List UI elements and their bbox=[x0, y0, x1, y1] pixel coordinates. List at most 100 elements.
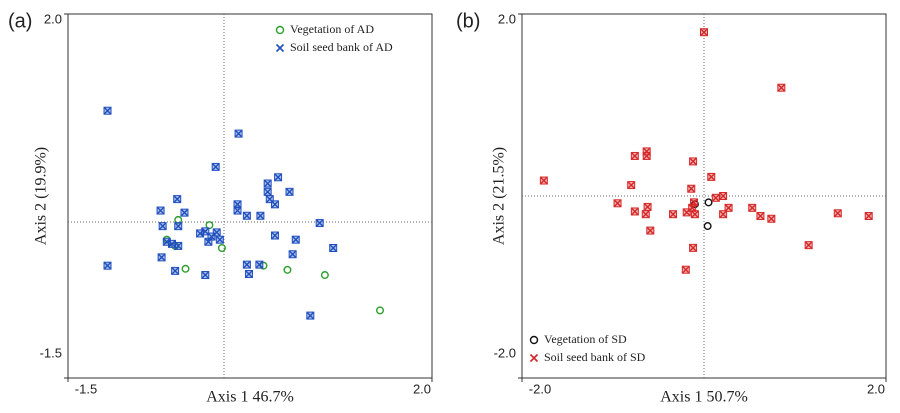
point bbox=[777, 83, 786, 92]
cross-marker bbox=[614, 199, 622, 207]
circle-marker bbox=[703, 222, 712, 231]
legend-marker bbox=[529, 353, 539, 363]
cross-marker bbox=[158, 253, 166, 261]
cross-marker bbox=[644, 203, 652, 211]
y-tick-label: 2.0 bbox=[498, 11, 516, 26]
cross-marker bbox=[234, 200, 242, 208]
legend-label: Vegetation of SD bbox=[544, 332, 627, 346]
cross-marker bbox=[180, 209, 188, 217]
x-tick-label: -2.0 bbox=[529, 381, 551, 396]
legend-marker bbox=[275, 25, 285, 35]
x-axis-title: Axis 1 46.7% bbox=[206, 389, 294, 406]
cross-marker bbox=[865, 212, 873, 220]
point bbox=[682, 208, 691, 217]
cross-marker bbox=[171, 267, 179, 275]
point bbox=[641, 210, 650, 219]
circle-marker bbox=[217, 243, 226, 252]
point bbox=[539, 176, 548, 185]
point bbox=[103, 106, 112, 115]
point bbox=[180, 208, 189, 217]
cross-marker bbox=[712, 194, 720, 202]
cross-marker bbox=[174, 242, 182, 250]
point bbox=[174, 241, 183, 250]
cross-marker bbox=[669, 210, 677, 218]
cross-marker bbox=[725, 204, 733, 212]
x-tick-label: 2.0 bbox=[867, 381, 885, 396]
point bbox=[804, 241, 813, 250]
legend-item: Vegetation of SD bbox=[529, 332, 627, 346]
point bbox=[233, 206, 242, 215]
point bbox=[690, 210, 699, 219]
point bbox=[719, 210, 728, 219]
point bbox=[320, 271, 329, 280]
circle-marker bbox=[283, 265, 292, 274]
point bbox=[242, 211, 251, 220]
point bbox=[274, 173, 283, 182]
point bbox=[315, 219, 324, 228]
cross-marker bbox=[643, 152, 651, 160]
cross-marker bbox=[274, 173, 282, 181]
point bbox=[255, 260, 264, 269]
legend-item: Vegetation of AD bbox=[275, 22, 374, 36]
cross-marker bbox=[306, 312, 314, 320]
point bbox=[703, 222, 712, 231]
point bbox=[157, 253, 166, 262]
circle-marker bbox=[181, 264, 190, 273]
cross-marker bbox=[157, 207, 165, 215]
cross-marker bbox=[264, 180, 272, 188]
cross-marker bbox=[631, 152, 639, 160]
cross-marker bbox=[159, 222, 167, 230]
cross-marker bbox=[687, 185, 695, 193]
point bbox=[756, 212, 765, 221]
point bbox=[181, 264, 190, 273]
point bbox=[687, 184, 696, 193]
point bbox=[212, 228, 221, 237]
cross-marker bbox=[256, 212, 264, 220]
point bbox=[211, 162, 220, 171]
cross-marker bbox=[689, 157, 697, 165]
point bbox=[767, 214, 776, 223]
y-axis-title: Axis 2 (21.5%) bbox=[491, 147, 508, 245]
y-tick-label: 2.0 bbox=[44, 11, 62, 26]
cross-marker bbox=[173, 195, 181, 203]
cross-marker bbox=[216, 236, 224, 244]
cross-marker bbox=[289, 250, 297, 258]
point bbox=[263, 187, 272, 196]
cross-marker bbox=[719, 210, 727, 218]
point bbox=[233, 200, 242, 209]
point bbox=[196, 229, 205, 238]
point bbox=[283, 265, 292, 274]
cross-marker bbox=[682, 266, 690, 274]
point bbox=[707, 172, 716, 181]
point bbox=[156, 206, 165, 215]
cross-marker bbox=[683, 208, 691, 216]
point bbox=[689, 243, 698, 252]
point bbox=[171, 266, 180, 275]
point bbox=[630, 151, 639, 160]
plot-frame bbox=[67, 13, 433, 379]
cross-marker bbox=[719, 192, 727, 200]
cross-marker bbox=[834, 209, 842, 217]
point bbox=[306, 311, 315, 320]
y-tick-label: -2.0 bbox=[494, 345, 516, 360]
cross-marker bbox=[700, 28, 708, 36]
cross-marker bbox=[756, 212, 764, 220]
cross-marker bbox=[689, 244, 697, 252]
point bbox=[174, 222, 183, 231]
point bbox=[376, 306, 385, 315]
cross-marker bbox=[243, 261, 251, 269]
cross-marker bbox=[642, 210, 650, 218]
cross-marker bbox=[196, 229, 204, 237]
cross-marker bbox=[777, 84, 785, 92]
cross-marker bbox=[707, 173, 715, 181]
point bbox=[242, 260, 251, 269]
cross-marker bbox=[235, 130, 243, 138]
legend-label: Soil seed bank of AD bbox=[290, 40, 393, 54]
point bbox=[627, 181, 636, 190]
cross-marker bbox=[540, 177, 548, 185]
point bbox=[103, 261, 112, 270]
point bbox=[329, 244, 338, 252]
cross-marker bbox=[201, 271, 209, 279]
point bbox=[704, 198, 713, 207]
x-axis-title: Axis 1 50.7% bbox=[660, 389, 748, 406]
